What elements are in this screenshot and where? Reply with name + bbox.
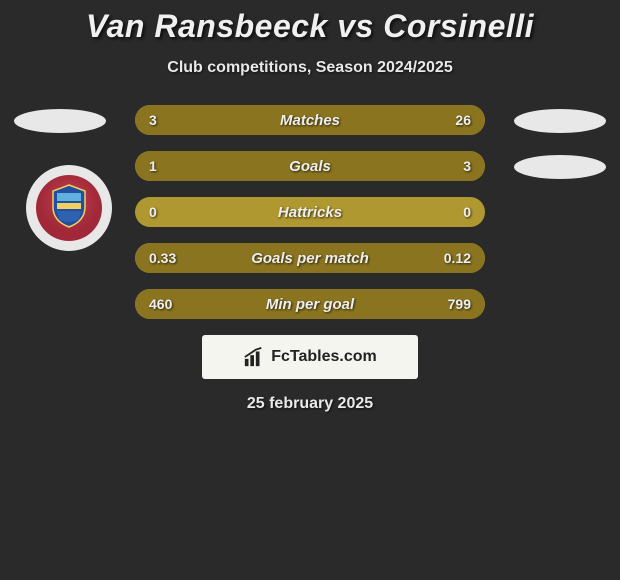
- stat-row-goals-per-match: 0.33 Goals per match 0.12: [135, 243, 485, 273]
- stat-label: Goals: [135, 151, 485, 181]
- stat-row-matches: 3 Matches 26: [135, 105, 485, 135]
- stat-bars: 3 Matches 26 1 Goals 3 0 Hattricks 0: [135, 105, 485, 319]
- stat-label: Min per goal: [135, 289, 485, 319]
- comparison-widget: Van Ransbeeck vs Corsinelli Club competi…: [0, 0, 620, 413]
- bar-chart-icon: [243, 346, 265, 368]
- shield-icon: [49, 183, 89, 229]
- club-badge-left: [26, 165, 112, 251]
- player-left-placeholder: [14, 109, 106, 133]
- stat-row-hattricks: 0 Hattricks 0: [135, 197, 485, 227]
- page-title: Van Ransbeeck vs Corsinelli: [0, 8, 620, 45]
- club-badge-inner: [36, 175, 102, 241]
- stat-right-value: 26: [455, 105, 471, 135]
- date-text: 25 february 2025: [0, 395, 620, 413]
- stat-label: Goals per match: [135, 243, 485, 273]
- subtitle: Club competitions, Season 2024/2025: [0, 59, 620, 77]
- stat-right-value: 799: [448, 289, 471, 319]
- stats-area: 3 Matches 26 1 Goals 3 0 Hattricks 0: [0, 105, 620, 413]
- player-right-placeholder-1: [514, 109, 606, 133]
- stat-right-value: 3: [463, 151, 471, 181]
- stat-label: Hattricks: [135, 197, 485, 227]
- fctables-link[interactable]: FcTables.com: [202, 335, 418, 379]
- stat-right-value: 0: [463, 197, 471, 227]
- footer-brand-text: FcTables.com: [271, 348, 377, 366]
- stat-row-min-per-goal: 460 Min per goal 799: [135, 289, 485, 319]
- stat-label: Matches: [135, 105, 485, 135]
- stat-right-value: 0.12: [444, 243, 471, 273]
- player-right-placeholder-2: [514, 155, 606, 179]
- stat-row-goals: 1 Goals 3: [135, 151, 485, 181]
